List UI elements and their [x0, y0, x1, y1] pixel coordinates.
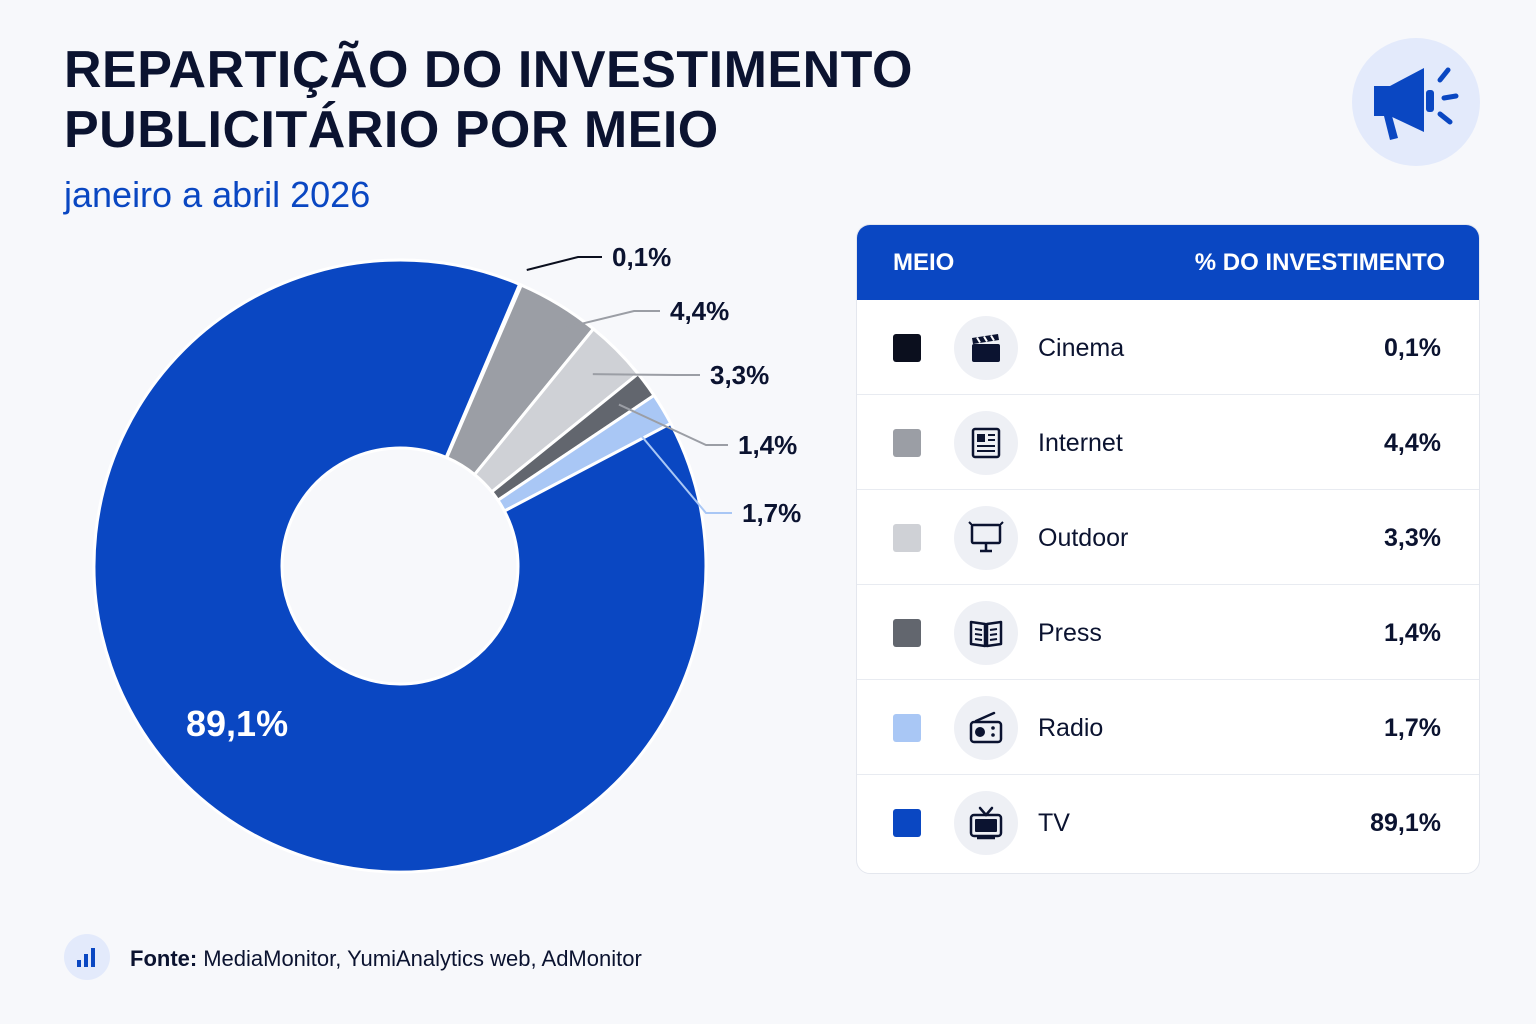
row-value: 1,7% [1384, 714, 1441, 742]
radio-icon-wrap [954, 696, 1018, 760]
newspaper-icon-wrap [954, 411, 1018, 475]
data-label-radio: 1,7% [742, 498, 801, 528]
leader-line-press [618, 403, 728, 446]
table-row-internet: Internet 4,4% [857, 395, 1479, 490]
swatch-press [893, 619, 921, 647]
data-label-outdoor: 3,3% [710, 360, 769, 390]
row-value: 1,4% [1384, 619, 1441, 647]
source-label: Fonte: [130, 946, 198, 971]
table-row-radio: Radio 1,7% [857, 680, 1479, 775]
megaphone-icon [1374, 67, 1459, 140]
leader-line-cinema [526, 256, 602, 271]
bar-chart-icon-wrap [64, 934, 110, 980]
header-medium: MEIO [893, 249, 955, 276]
data-label-press: 1,4% [738, 430, 797, 460]
leader-line-outdoor [592, 373, 700, 376]
row-value: 0,1% [1384, 334, 1441, 362]
table-header: MEIO % DO INVESTIMENTO [857, 225, 1479, 300]
tv-icon [969, 806, 1003, 840]
row-name: TV [1038, 809, 1070, 837]
table-row-tv: TV 89,1% [857, 775, 1479, 870]
open-book-icon [969, 620, 1003, 648]
row-value: 4,4% [1384, 429, 1441, 457]
row-name: Radio [1038, 714, 1104, 742]
data-label-internet: 4,4% [670, 296, 729, 326]
donut-chart: 0,1% 4,4% 3,3% 1,4% 1,7% 89,1% [92, 242, 801, 874]
page-subtitle: janeiro a abril 2026 [64, 174, 371, 215]
row-value: 3,3% [1384, 524, 1441, 552]
table-row-press: Press 1,4% [857, 585, 1479, 680]
leader-line-internet [540, 310, 660, 335]
swatch-internet [893, 429, 921, 457]
newspaper-icon [971, 427, 1001, 459]
row-name: Cinema [1038, 334, 1125, 362]
share-table: MEIO % DO INVESTIMENTO Cinema 0,1% [856, 224, 1480, 874]
row-name: Press [1038, 619, 1102, 647]
bar-chart-icon [77, 948, 95, 967]
source-text: MediaMonitor, YumiAnalytics web, AdMonit… [203, 946, 642, 971]
clapperboard-icon [972, 334, 1000, 362]
megaphone-badge [1352, 38, 1480, 166]
header-share: % DO INVESTIMENTO [1194, 249, 1445, 276]
billboard-icon-wrap [954, 506, 1018, 570]
clapperboard-icon-wrap [954, 316, 1018, 380]
row-name: Internet [1038, 429, 1123, 457]
row-name: Outdoor [1038, 524, 1129, 552]
data-label-cinema: 0,1% [612, 242, 671, 272]
swatch-outdoor [893, 524, 921, 552]
table-row-outdoor: Outdoor 3,3% [857, 490, 1479, 585]
billboard-icon [968, 521, 1004, 553]
leader-line-radio [632, 426, 732, 514]
row-value: 89,1% [1370, 809, 1441, 837]
swatch-radio [893, 714, 921, 742]
data-label-tv: 89,1% [186, 703, 288, 744]
swatch-cinema [893, 334, 921, 362]
radio-icon [969, 711, 1003, 744]
slice-tv [92, 258, 708, 874]
open-book-icon-wrap [954, 601, 1018, 665]
tv-icon-wrap [954, 791, 1018, 855]
page-title: REPARTIÇÃO DO INVESTIMENTO PUBLICITÁRIO … [64, 41, 913, 159]
source-text-line: Fonte: MediaMonitor, YumiAnalytics web, A… [130, 946, 642, 972]
table-row-cinema: Cinema 0,1% [857, 300, 1479, 395]
swatch-tv [893, 809, 921, 837]
